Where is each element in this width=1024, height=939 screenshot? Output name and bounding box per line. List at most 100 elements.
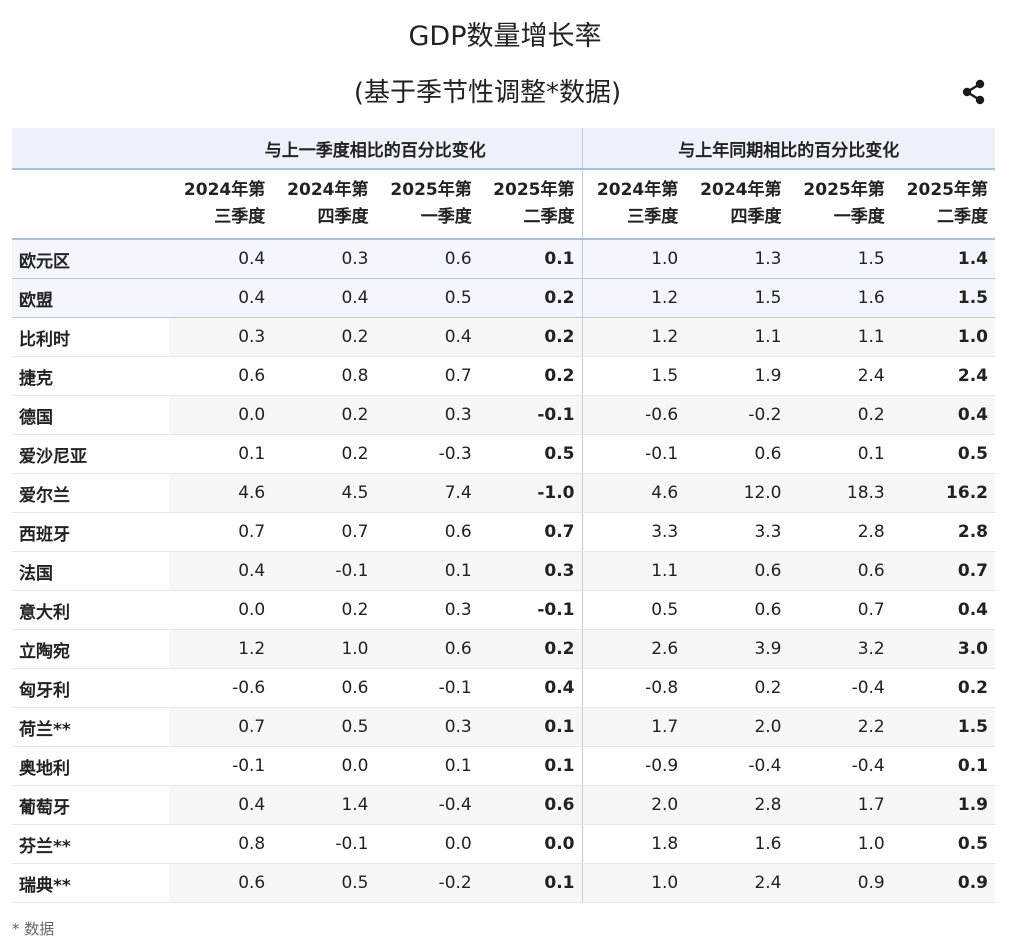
value-cell: 0.4: [891, 590, 995, 630]
value-cell: 1.5: [788, 239, 892, 279]
value-cell: 0.1: [375, 551, 479, 591]
value-cell: 0.6: [169, 356, 273, 396]
country-cell: 欧元区: [12, 239, 169, 279]
value-cell: 0.2: [272, 590, 376, 630]
value-cell: 0.2: [272, 317, 376, 357]
value-cell: -0.4: [788, 668, 892, 708]
value-cell: 0.2: [272, 395, 376, 435]
group-header-row: 与上一季度相比的百分比变化 与上年同期相比的百分比变化: [12, 128, 995, 170]
value-cell: 0.0: [375, 824, 479, 864]
value-cell: 1.5: [891, 278, 995, 318]
value-cell: 0.7: [375, 356, 479, 396]
value-cell: 0.0: [169, 395, 273, 435]
value-cell: -0.1: [478, 395, 582, 435]
period-header-row: 2024年第 三季度 2024年第 四季度 2025年第 一季度 2025年第 二季度 2024…: [12, 169, 995, 240]
value-cell: 2.4: [891, 356, 995, 396]
value-cell: 1.4: [272, 785, 376, 825]
value-cell: 1.8: [581, 824, 686, 864]
value-cell: 2.8: [891, 512, 995, 552]
value-cell: 4.5: [272, 473, 376, 513]
value-cell: 0.6: [375, 239, 479, 279]
value-cell: 0.1: [375, 746, 479, 786]
value-cell: 1.3: [685, 239, 789, 279]
value-cell: 0.4: [169, 239, 273, 279]
period-header-line: 一季度: [420, 207, 472, 227]
value-cell: 0.4: [169, 551, 273, 591]
period-header: 2024年第 三季度: [581, 169, 686, 240]
value-cell: -0.1: [581, 434, 686, 474]
value-cell: 1.7: [788, 785, 892, 825]
period-header: 2025年第 二季度: [478, 169, 582, 240]
value-cell: -0.4: [375, 785, 479, 825]
value-cell: 0.4: [272, 278, 376, 318]
value-cell: 2.2: [788, 707, 892, 747]
group-header-qoq: 与上一季度相比的百分比变化: [169, 128, 582, 170]
share-icon[interactable]: [960, 78, 988, 106]
value-cell: 1.0: [272, 629, 376, 669]
value-cell: 0.1: [478, 707, 582, 747]
table-row: 奥地利 -0.1 0.0 0.1 0.1 -0.9 -0.4 -0.4 0.1: [12, 746, 995, 786]
value-cell: 0.6: [375, 629, 479, 669]
value-cell: -0.1: [478, 590, 582, 630]
value-cell: 0.3: [375, 395, 479, 435]
value-cell: 7.4: [375, 473, 479, 513]
period-header: 2025年第 二季度: [891, 169, 995, 240]
period-header-line: 2025年第: [493, 179, 575, 200]
value-cell: -0.3: [375, 434, 479, 474]
value-cell: 0.0: [478, 824, 582, 864]
country-cell: 法国: [12, 551, 169, 591]
period-header-line: 三季度: [627, 207, 679, 227]
value-cell: -0.4: [788, 746, 892, 786]
period-header-line: 四季度: [317, 207, 369, 227]
period-header: 2024年第 四季度: [685, 169, 789, 240]
value-cell: 0.1: [478, 746, 582, 786]
value-cell: 3.2: [788, 629, 892, 669]
value-cell: 0.3: [375, 590, 479, 630]
period-header-line: 2024年第: [183, 179, 266, 200]
value-cell: 2.6: [581, 629, 686, 669]
value-cell: 3.3: [685, 512, 789, 552]
value-cell: 1.2: [581, 317, 686, 357]
value-cell: 0.1: [891, 746, 995, 786]
value-cell: 0.1: [478, 863, 582, 903]
table-row: 爱沙尼亚 0.1 0.2 -0.3 0.5 -0.1 0.6 0.1 0.5: [12, 434, 995, 474]
value-cell: 0.2: [891, 668, 995, 708]
country-cell: 匈牙利: [12, 668, 169, 708]
country-cell: 西班牙: [12, 512, 169, 552]
country-cell: 芬兰**: [12, 824, 169, 864]
country-cell: 奥地利: [12, 746, 169, 786]
period-header-line: 二季度: [937, 207, 988, 227]
value-cell: 0.4: [169, 278, 273, 318]
value-cell: 0.7: [169, 512, 273, 552]
value-cell: 2.8: [788, 512, 892, 552]
value-cell: 0.6: [272, 668, 376, 708]
footnote: * 数据: [12, 920, 55, 938]
value-cell: -0.2: [685, 395, 789, 435]
value-cell: 0.2: [788, 395, 892, 435]
value-cell: 0.6: [478, 785, 582, 825]
value-cell: 1.6: [685, 824, 789, 864]
country-cell: 爱尔兰: [12, 473, 169, 513]
value-cell: 12.0: [685, 473, 789, 513]
value-cell: 0.9: [788, 863, 892, 903]
table-row: 欧元区 0.4 0.3 0.6 0.1 1.0 1.3 1.5 1.4: [12, 239, 995, 279]
period-header: 2025年第 一季度: [375, 169, 479, 240]
country-cell: 瑞典**: [12, 863, 169, 903]
value-cell: 1.1: [581, 551, 686, 591]
period-header: 2025年第 一季度: [788, 169, 892, 240]
country-cell: 爱沙尼亚: [12, 434, 169, 474]
value-cell: -0.1: [272, 551, 376, 591]
value-cell: 0.3: [272, 239, 376, 279]
table-row: 芬兰** 0.8 -0.1 0.0 0.0 1.8 1.6 1.0 0.5: [12, 824, 995, 864]
value-cell: 0.1: [478, 239, 582, 279]
value-cell: 2.4: [685, 863, 789, 903]
value-cell: 0.0: [272, 746, 376, 786]
value-cell: 0.6: [169, 863, 273, 903]
value-cell: 0.6: [685, 590, 789, 630]
value-cell: 0.6: [788, 551, 892, 591]
value-cell: 0.7: [891, 551, 995, 591]
page-title: GDP数量增长率: [408, 21, 602, 52]
value-cell: 0.7: [788, 590, 892, 630]
value-cell: 0.2: [478, 629, 582, 669]
value-cell: 1.2: [169, 629, 273, 669]
